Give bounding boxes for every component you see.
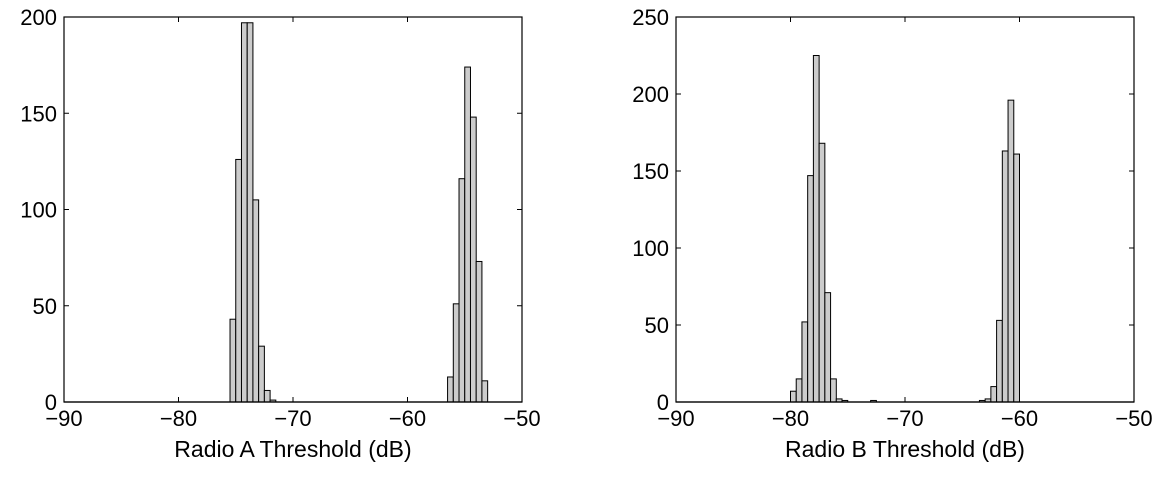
histogram-bar	[790, 390, 797, 403]
y-tick-label: 100	[20, 198, 57, 223]
histogram-bar	[807, 175, 814, 403]
plot-frame	[63, 16, 523, 403]
histogram-bar	[1001, 150, 1009, 403]
y-tick-label: 50	[645, 313, 669, 338]
histogram-bar	[801, 321, 809, 403]
x-tick-label: −70	[886, 406, 923, 431]
histogram-bar	[475, 260, 483, 403]
histogram-bar	[818, 142, 826, 403]
histogram-bar	[469, 116, 477, 403]
y-tick-label: 150	[632, 159, 669, 184]
histogram-bar	[1007, 99, 1015, 403]
y-tick-label: 0	[45, 390, 57, 415]
x-axis-label: Radio A Threshold (dB)	[174, 436, 411, 462]
histogram-bar	[481, 380, 489, 403]
y-tick-label: 100	[632, 236, 669, 261]
histogram-bar	[229, 318, 237, 403]
plot-area	[64, 17, 522, 402]
y-tick-label: 250	[632, 5, 669, 30]
x-tick-label: −80	[772, 406, 809, 431]
histogram-bar	[246, 22, 254, 403]
histogram-bar	[464, 66, 471, 403]
histogram-bar	[990, 386, 998, 403]
histogram-bar	[830, 378, 837, 403]
histogram-bar	[996, 319, 1003, 403]
histogram-bar	[240, 22, 248, 403]
plot-frame	[675, 16, 1135, 403]
x-tick-label: −50	[503, 406, 540, 431]
y-tick-label: 200	[20, 5, 57, 30]
histogram-bar	[263, 389, 271, 403]
histogram-bar	[1013, 153, 1021, 403]
histogram-radio-b: −90 −80 −70 −60 −50 0 50 100 150 200 250 Radio B Th…	[632, 5, 1152, 462]
x-tick-label: −60	[1001, 406, 1038, 431]
x-tick-label: −80	[160, 406, 197, 431]
y-tick-label: 200	[632, 82, 669, 107]
x-tick-label: −50	[1115, 406, 1152, 431]
histogram-bar	[252, 199, 260, 403]
x-tick-label: −60	[389, 406, 426, 431]
x-axis-label: Radio B Threshold (dB)	[785, 436, 1025, 462]
y-tick-label: 0	[657, 390, 669, 415]
x-tick-label: −90	[45, 406, 82, 431]
histogram-bar	[452, 303, 460, 403]
histogram-bar	[812, 55, 820, 403]
y-tick-label: 50	[33, 294, 57, 319]
histogram-bar	[447, 376, 454, 403]
histogram-bar	[258, 345, 265, 403]
y-tick-label: 150	[20, 101, 57, 126]
plot-area	[676, 17, 1134, 402]
x-tick-label: −70	[274, 406, 311, 431]
histogram-bar	[235, 158, 242, 403]
histogram-bar	[795, 378, 803, 403]
histogram-bar	[458, 178, 466, 403]
histogram-bar	[824, 292, 832, 403]
x-tick-label: −90	[657, 406, 694, 431]
histogram-radio-a: −90 −80 −70 −60 −50 0 50 100 150 200 Radio A Thres…	[20, 5, 540, 462]
